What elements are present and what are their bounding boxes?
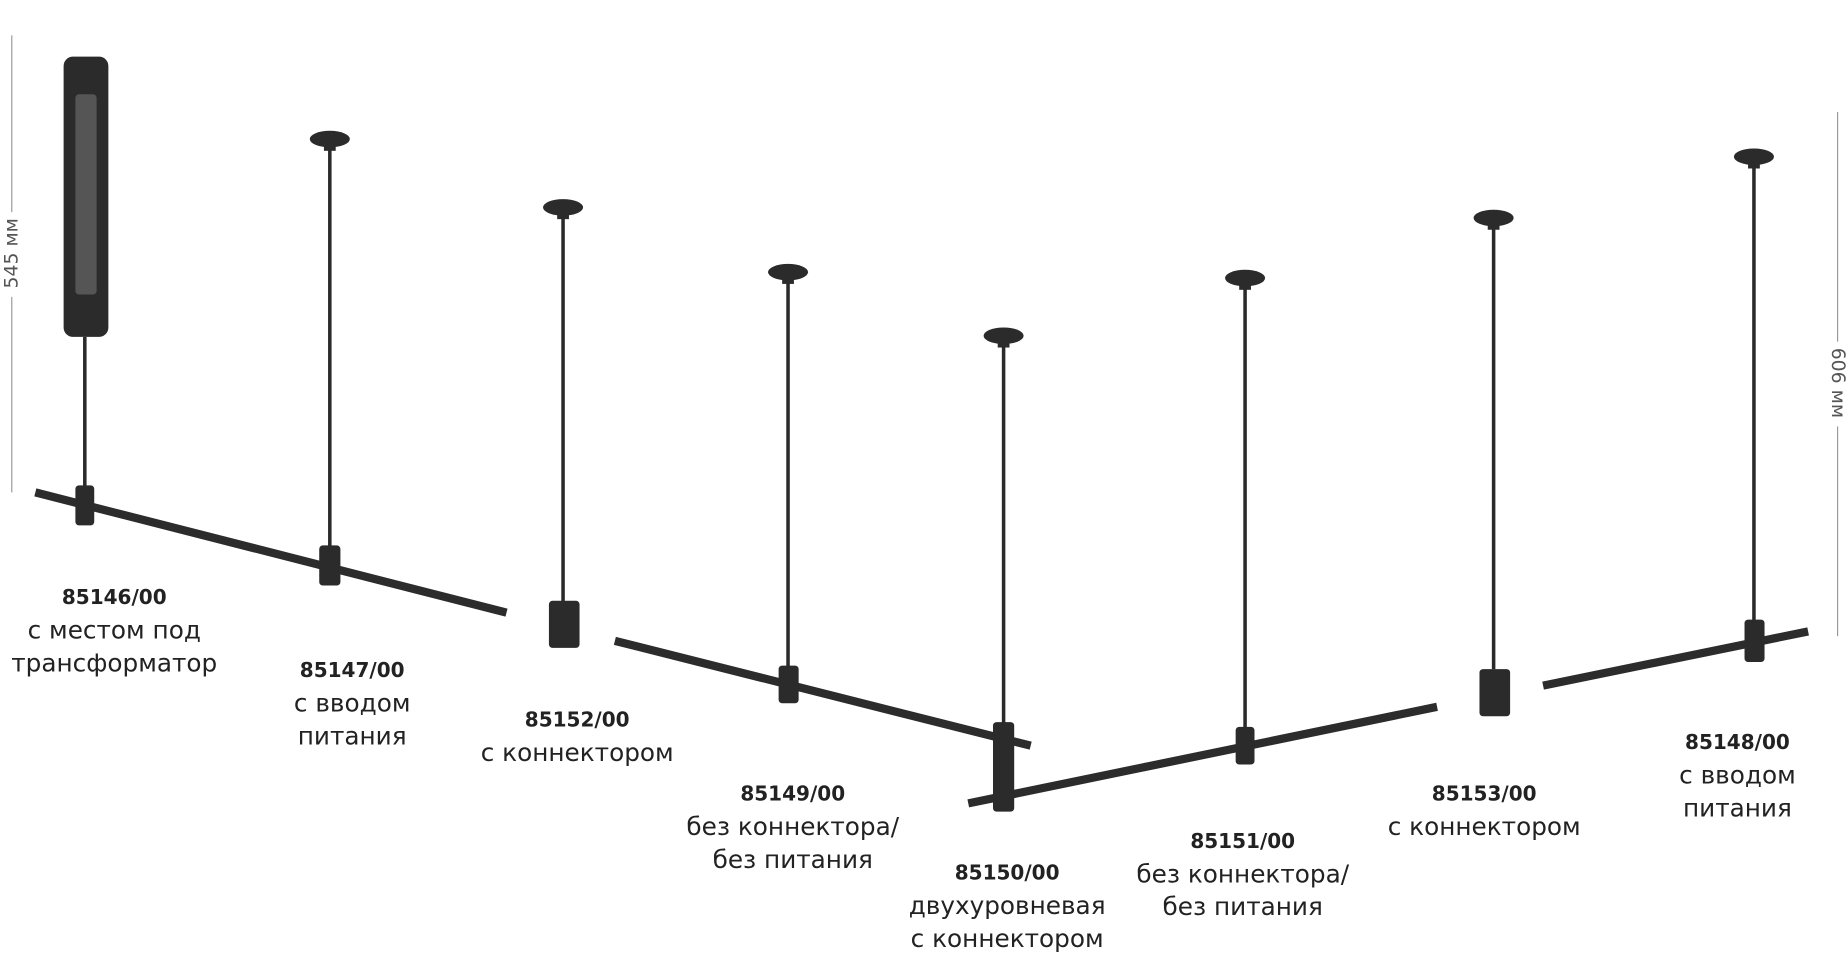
product-description: с местом под: [28, 615, 201, 644]
product-description: питания: [298, 721, 407, 750]
product-description: трансформатор: [11, 648, 217, 677]
rail: [34, 488, 508, 617]
product-code: 85153/00: [1432, 782, 1537, 806]
product-description: без коннектора/: [1136, 859, 1349, 888]
canopy-base: [1748, 161, 1760, 169]
canopy-base: [1239, 282, 1251, 290]
canopy-base: [1487, 222, 1500, 230]
product-code: 85147/00: [300, 658, 405, 682]
connector: [75, 485, 95, 526]
connector: [1479, 669, 1511, 717]
product-description: с вводом: [1679, 760, 1796, 789]
product-code: 85149/00: [740, 782, 845, 806]
canopy: [309, 130, 350, 148]
product-description: с вводом: [294, 688, 411, 717]
product-code: 85151/00: [1190, 829, 1295, 853]
product-code: 85146/00: [62, 585, 167, 609]
rail: [613, 636, 1032, 750]
canopy-base: [782, 276, 794, 284]
connector: [778, 665, 799, 704]
canopy: [768, 263, 809, 281]
canopy-base: [323, 143, 336, 151]
product-description: без питания: [1163, 892, 1323, 921]
rail: [1542, 627, 1809, 690]
dimension-label: 606 мм: [1827, 348, 1847, 418]
product-code: 85150/00: [955, 861, 1060, 885]
product-description: двухуровневая: [909, 891, 1106, 920]
product-code: 85148/00: [1685, 730, 1790, 754]
connector: [319, 545, 341, 586]
product-description: с коннектором: [481, 738, 674, 767]
canopy: [1473, 209, 1514, 227]
product-code: 85152/00: [525, 707, 630, 731]
canopy: [1225, 269, 1266, 287]
canopy: [543, 199, 584, 216]
product-description: без питания: [713, 845, 873, 874]
connector: [1744, 619, 1765, 663]
product-description: с коннектором: [911, 924, 1104, 953]
connector: [548, 600, 580, 648]
product-description: с коннектором: [1388, 812, 1581, 841]
connector: [992, 722, 1015, 812]
product-description: питания: [1683, 793, 1792, 822]
canopy: [983, 327, 1024, 345]
housing-detail: [75, 94, 97, 295]
dimension-label: 545 мм: [1, 218, 22, 288]
canopy: [1733, 148, 1774, 165]
canopy-base: [557, 212, 569, 220]
connector: [1235, 726, 1255, 765]
canopy-base: [997, 340, 1010, 348]
product-description: без коннектора/: [686, 812, 899, 841]
rail: [967, 702, 1438, 808]
